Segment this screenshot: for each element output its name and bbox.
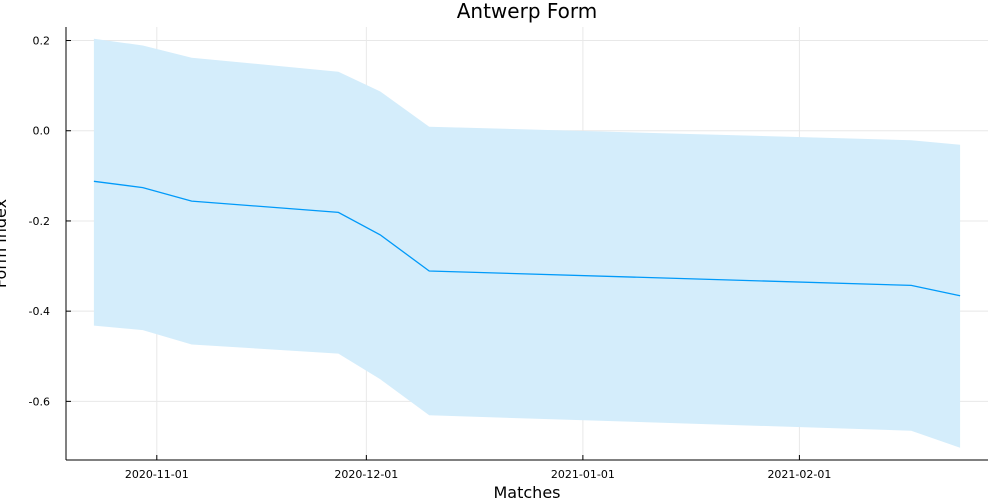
x-tick-label: 2021-02-01 xyxy=(767,468,831,481)
x-tick-label: 2020-12-01 xyxy=(334,468,398,481)
y-tick-label: -0.6 xyxy=(29,395,50,408)
series-line-layer xyxy=(93,180,961,297)
y-axis-title: Form index xyxy=(0,199,10,288)
y-tick-label: 0.2 xyxy=(33,35,51,48)
x-axis-title: Matches xyxy=(494,483,561,500)
x-tick-label: 2020-11-01 xyxy=(125,468,189,481)
series-line xyxy=(93,180,961,297)
axes xyxy=(65,27,988,461)
y-tick-label: -0.4 xyxy=(29,305,50,318)
confidence-band-layer xyxy=(93,38,961,448)
x-tick-label: 2021-01-01 xyxy=(551,468,615,481)
y-tick-label: 0.0 xyxy=(33,125,51,138)
confidence-band xyxy=(93,38,961,448)
y-tick-label: -0.2 xyxy=(29,215,50,228)
tick-labels: 2020-11-01 2020-12-01 2021-01-01 2021-02-01… xyxy=(29,35,832,481)
chart-title: Antwerp Form xyxy=(457,0,598,23)
